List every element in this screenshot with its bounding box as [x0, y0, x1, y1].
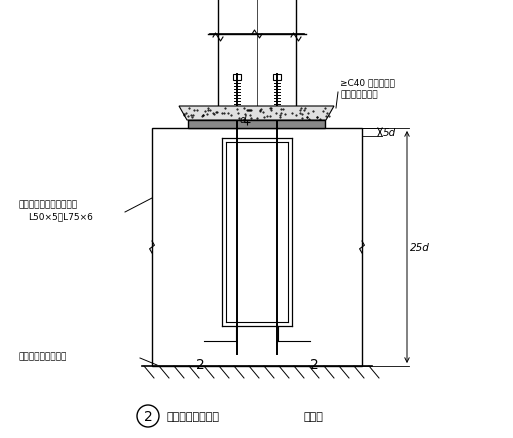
Text: 5d: 5d [383, 128, 396, 138]
Text: 2: 2 [144, 409, 152, 423]
Text: d: d [240, 115, 247, 125]
Text: （二）: （二） [303, 411, 323, 421]
Bar [188, 121, 325, 129]
Text: ≥C40 无收缩碎石: ≥C40 无收缩碎石 [340, 78, 395, 87]
Text: 柱脚锚栓固定支架: 柱脚锚栓固定支架 [166, 411, 219, 421]
Bar [152, 129, 362, 366]
Polygon shape [179, 107, 334, 121]
Text: L50×5～L75×6: L50×5～L75×6 [28, 212, 93, 220]
Bar [273, 75, 281, 81]
Text: 2: 2 [195, 357, 204, 371]
Text: 锚栓固定夹角钢，通常用: 锚栓固定夹角钢，通常用 [18, 200, 77, 208]
Text: 锚栓固定架设置标高: 锚栓固定架设置标高 [18, 351, 66, 360]
Text: 混凝土或细砂浆: 混凝土或细砂浆 [340, 90, 378, 99]
Text: 2: 2 [310, 357, 319, 371]
Text: 25d: 25d [410, 243, 430, 252]
Bar [233, 75, 241, 81]
